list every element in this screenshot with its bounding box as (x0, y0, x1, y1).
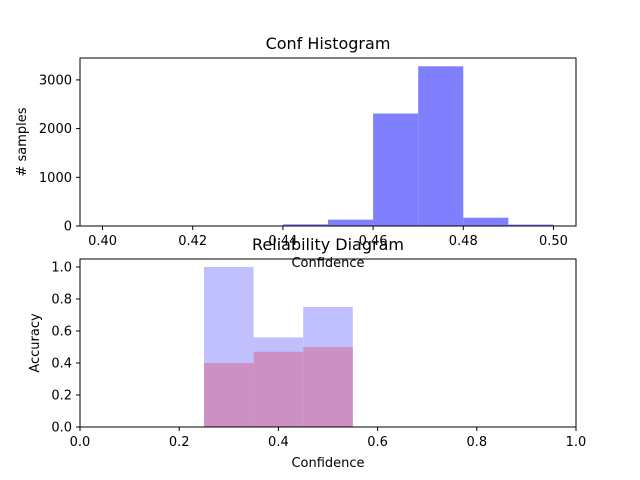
y-tick-label: 1000 (39, 171, 72, 186)
histogram-y-ticks: 0 1000 2000 3000 (39, 73, 80, 235)
reliability-bars (204, 267, 353, 427)
x-tick-label: 0.44 (268, 234, 297, 249)
histogram-bar (418, 66, 464, 226)
y-tick-label: 0.6 (51, 325, 72, 340)
histogram-title: Conf Histogram (266, 34, 391, 53)
reliability-bar-inner (204, 363, 254, 427)
histogram-x-axis-label: Confidence (291, 256, 364, 271)
y-tick-label: 0 (64, 220, 72, 235)
histogram-bar (373, 113, 419, 226)
x-tick-label: 0.0 (70, 435, 91, 450)
reliability-x-axis-label: Confidence (291, 456, 364, 471)
histogram-y-axis-label: # samples (15, 107, 30, 176)
x-tick-label: 0.46 (359, 234, 388, 249)
y-tick-label: 0.8 (51, 293, 72, 308)
reliability-plot-frame (79, 258, 577, 428)
histogram-x-ticks: 0.40 0.42 0.44 0.46 0.48 0.50 (88, 226, 568, 249)
reliability-y-ticks: 0.0 0.2 0.4 0.6 0.8 1.0 (51, 261, 80, 436)
x-tick-label: 0.6 (367, 435, 388, 450)
conf-histogram: 0.40 0.42 0.44 0.46 0.48 0.50 0 1000 2000 3000 C… (15, 34, 577, 271)
y-tick-label: 0.4 (51, 357, 72, 372)
y-tick-label: 2000 (39, 122, 72, 137)
x-tick-label: 1.0 (566, 435, 587, 450)
reliability-title: Reliability Diagram (252, 235, 404, 254)
x-tick-label: 0.40 (88, 234, 117, 249)
x-tick-label: 0.4 (268, 435, 289, 450)
x-tick-label: 0.48 (449, 234, 478, 249)
x-tick-label: 0.2 (169, 435, 190, 450)
reliability-x-ticks: 0.0 0.2 0.4 0.6 0.8 1.0 (70, 427, 587, 450)
x-tick-label: 0.50 (539, 234, 568, 249)
histogram-bars (237, 66, 554, 226)
histogram-bar (328, 219, 374, 226)
histogram-bar (463, 217, 509, 226)
y-tick-label: 0.0 (51, 421, 72, 436)
reliability-y-axis-label: Accuracy (28, 313, 43, 373)
y-tick-label: 3000 (39, 73, 72, 88)
reliability-bar-inner (253, 351, 304, 427)
histogram-bar (508, 224, 554, 226)
x-tick-label: 0.8 (466, 435, 487, 450)
reliability-diagram: 0.0 0.2 0.4 0.6 0.8 1.0 0.0 0.2 0.4 0.6 0.8 1.0 Re… (28, 235, 586, 471)
reliability-bar-inner (303, 347, 353, 427)
histogram-bar (282, 224, 328, 226)
histogram-plot-frame (79, 57, 577, 227)
x-tick-label: 0.42 (178, 234, 207, 249)
y-tick-label: 0.2 (51, 389, 72, 404)
y-tick-label: 1.0 (51, 261, 72, 276)
